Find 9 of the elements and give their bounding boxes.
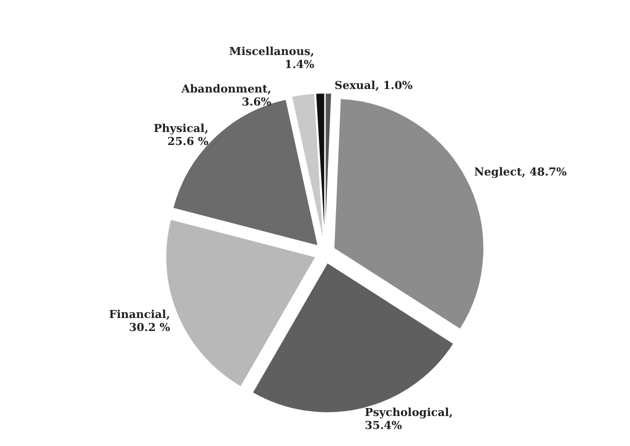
slice-label: Physical xyxy=(154,122,205,135)
data-label: , 48.7% xyxy=(522,166,567,179)
slice-label: Sexual xyxy=(334,79,376,92)
data-label: , 1.0% xyxy=(375,79,413,92)
slice-label: Abandonment xyxy=(181,82,268,96)
slice-label: Psychological xyxy=(364,406,450,420)
slice-label: Miscellanous xyxy=(229,45,310,58)
slice-label: Neglect xyxy=(474,166,522,179)
slice-label: Financial xyxy=(108,308,166,321)
